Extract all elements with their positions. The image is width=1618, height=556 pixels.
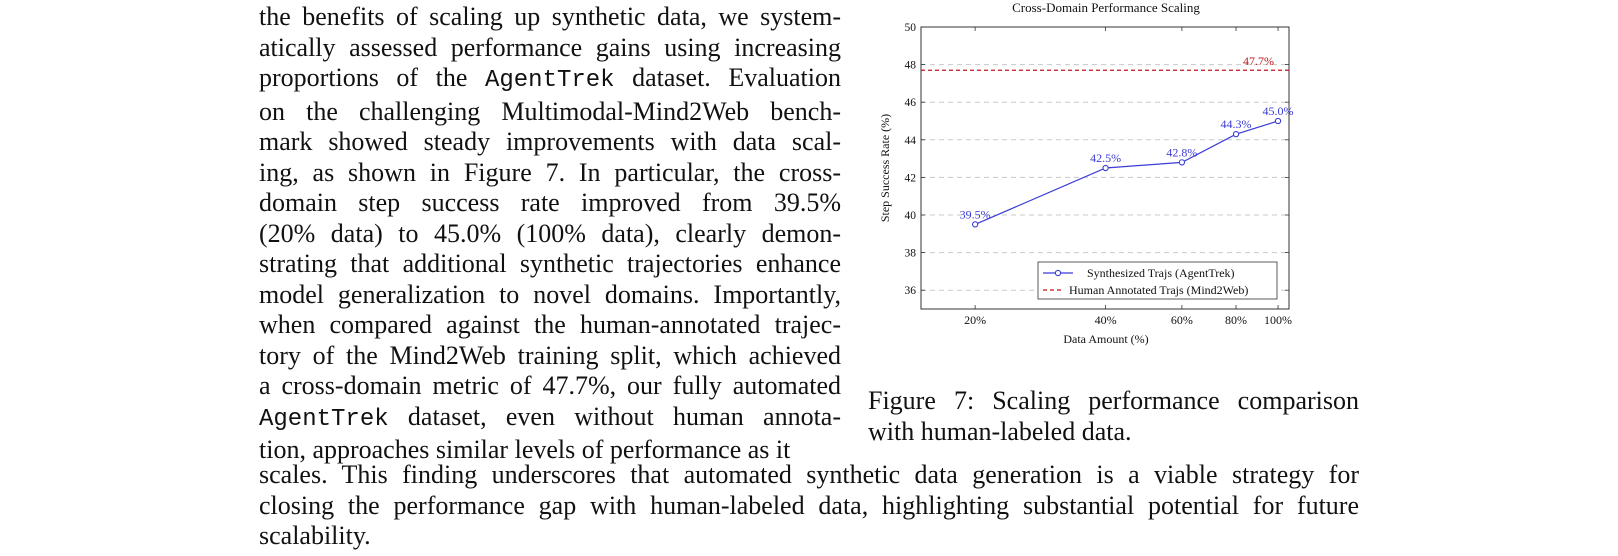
data-point — [1178, 159, 1186, 166]
text-line: ing, as shown in Figure 7. In particular… — [259, 157, 841, 187]
x-tick-label: 20% — [964, 313, 986, 327]
scaling-line-chart: Cross-Domain Performance Scaling 36 38 40 42… — [878, 0, 1294, 346]
text-line: proportions of the AgentTrek dataset. Ev… — [259, 63, 841, 97]
x-tick-label: 40% — [1095, 313, 1117, 327]
body-paragraph-upper: the benefits of scaling up synthetic dat… — [259, 2, 841, 466]
text-line: domain step success rate improved from 3… — [259, 188, 841, 217]
x-tick-label: 80% — [1225, 313, 1247, 327]
caption-line: Figure 7: Scaling performance comparison — [868, 386, 1359, 415]
text-line: atically assessed performance gains usin… — [259, 32, 841, 62]
y-tick-label: 50 — [905, 22, 917, 34]
text-line: (20% data) to 45.0% (100% data), clearly… — [259, 218, 841, 248]
data-label: 42.8% — [1166, 145, 1197, 159]
data-label: 39.5% — [960, 207, 991, 221]
data-label: 44.3% — [1221, 117, 1252, 131]
text-line: the benefits of scaling up synthetic dat… — [259, 2, 841, 31]
series-line — [974, 120, 1279, 225]
data-point — [971, 221, 979, 228]
y-tick-label: 48 — [905, 60, 917, 72]
dataset-name: AgentTrek — [484, 67, 615, 94]
x-axis-label: Data Amount (%) — [1063, 332, 1148, 346]
legend-label-synthesized: Synthesized Trajs (AgentTrek) — [1087, 266, 1235, 280]
legend-box — [1037, 261, 1278, 300]
text-run: dataset. Evaluation — [614, 63, 841, 92]
caption-line: with human-labeled data. — [868, 417, 1132, 446]
figure-caption: Figure 7: Scaling performance comparison… — [868, 385, 1359, 447]
data-label: 42.5% — [1090, 151, 1121, 165]
body-paragraph-lower: scales. This finding underscores that au… — [259, 460, 1359, 552]
data-point — [1274, 117, 1282, 125]
reference-line-label: 47.7% — [1243, 54, 1274, 68]
chart-title: Cross-Domain Performance Scaling — [1012, 0, 1200, 15]
y-tick-label: 46 — [905, 97, 917, 109]
text-line: tory of the Mind2Web training split, whi… — [259, 340, 841, 370]
y-tick-label: 36 — [905, 285, 917, 297]
text-line: a cross-domain metric of 47.7%, our full… — [259, 371, 841, 400]
text-line: when compared against the human-annotate… — [259, 310, 841, 339]
y-tick-label: 40 — [905, 210, 917, 222]
y-tick-label: 38 — [905, 248, 917, 260]
plot-frame — [920, 26, 1290, 310]
data-label: 45.0% — [1263, 104, 1294, 118]
y-tick-label: 42 — [905, 172, 917, 184]
text-line: mark showed steady improvements with dat… — [259, 127, 841, 156]
data-point — [1232, 131, 1240, 138]
dataset-name: AgentTrek — [259, 405, 389, 433]
legend-label-human: Human Annotated Trajs (Mind2Web) — [1069, 283, 1248, 297]
text-line: model generalization to novel domains. I… — [259, 279, 841, 309]
text-line: closing the performance gap with human-l… — [259, 490, 1359, 520]
legend-marker — [1054, 269, 1062, 277]
x-tick-label: 100% — [1264, 313, 1292, 327]
text-line: on the challenging Multimodal-Mind2Web b… — [259, 96, 841, 126]
text-line: scales. This finding underscores that au… — [259, 460, 1359, 489]
text-run: proportions of the — [259, 63, 485, 92]
data-point — [1102, 164, 1109, 172]
text-line: scalability. — [259, 521, 371, 550]
text-line: tion, approaches similar levels of perfo… — [259, 435, 791, 464]
text-line: strating that additional synthetic traje… — [259, 249, 841, 278]
x-tick-label: 60% — [1171, 313, 1193, 327]
text-run: dataset, even without human annota- — [388, 401, 841, 431]
y-axis-label: Step Success Rate (%) — [878, 114, 892, 222]
y-tick-label: 44 — [905, 135, 917, 147]
text-line: AgentTrek dataset, even without human an… — [259, 402, 841, 436]
